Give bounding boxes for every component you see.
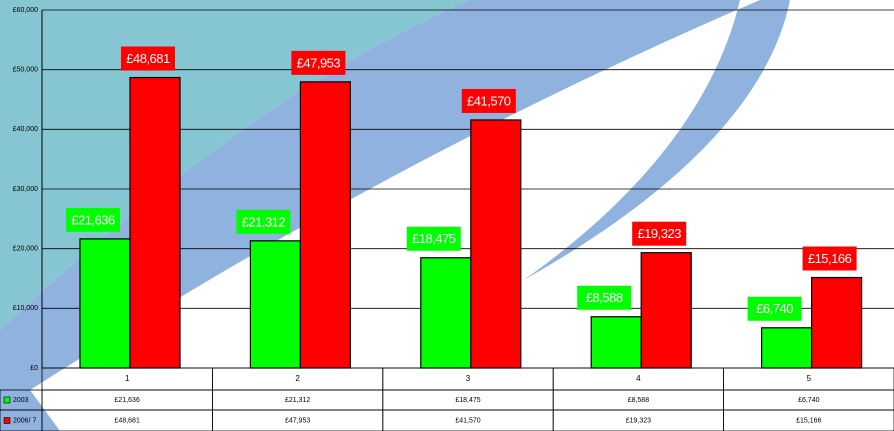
bar — [762, 328, 812, 368]
table-value: £21,636 — [115, 397, 140, 404]
bar — [250, 241, 300, 368]
value-label: £21,312 — [242, 214, 286, 229]
table-value: £18,475 — [455, 397, 480, 404]
value-label: £18,475 — [412, 231, 456, 246]
x-tick-label: 5 — [807, 374, 812, 383]
table-value: £19,323 — [626, 417, 651, 424]
value-label: £21,636 — [71, 212, 115, 227]
table-value: £47,953 — [285, 417, 310, 424]
bar — [641, 253, 691, 368]
bar — [80, 239, 130, 368]
bar — [130, 78, 180, 368]
table-value: £21,312 — [285, 397, 310, 404]
y-tick-label: £40,000 — [13, 126, 38, 133]
y-tick-label: £20,000 — [13, 246, 38, 253]
bar — [812, 278, 862, 368]
bar — [421, 258, 471, 368]
bar — [471, 120, 521, 368]
x-tick-label: 1 — [125, 374, 130, 383]
chart: £0 £10,000 £20,000 £30,000 £40,000 £50,000 £60… — [0, 0, 894, 431]
value-label: £19,323 — [637, 226, 681, 241]
value-label: £15,166 — [808, 251, 852, 266]
table-value: £48,681 — [115, 417, 140, 424]
y-tick-label: £50,000 — [13, 67, 38, 74]
table-value: £6,740 — [798, 397, 820, 404]
y-tick-label: £60,000 — [13, 7, 38, 14]
bar — [300, 82, 350, 368]
value-label: £41,570 — [467, 93, 511, 108]
x-tick-label: 4 — [636, 374, 641, 383]
value-label: £47,953 — [297, 55, 341, 70]
y-tick-label: £10,000 — [13, 305, 38, 312]
x-tick-label: 2 — [295, 374, 300, 383]
y-tick-label: £30,000 — [13, 186, 38, 193]
value-label: £6,740 — [756, 301, 793, 316]
table-value: £15,166 — [796, 417, 821, 424]
bar — [591, 317, 641, 368]
legend-key — [4, 397, 10, 403]
legend-key — [4, 418, 10, 424]
y-tick-label: £0 — [30, 365, 38, 372]
value-label: £48,681 — [126, 51, 170, 66]
legend-label: 2003 — [13, 397, 29, 404]
table-value: £8,588 — [628, 397, 650, 404]
x-tick-label: 3 — [466, 374, 471, 383]
legend-label: 2006/ 7 — [13, 417, 36, 424]
value-label: £8,588 — [586, 290, 623, 305]
table-value: £41,570 — [455, 417, 480, 424]
